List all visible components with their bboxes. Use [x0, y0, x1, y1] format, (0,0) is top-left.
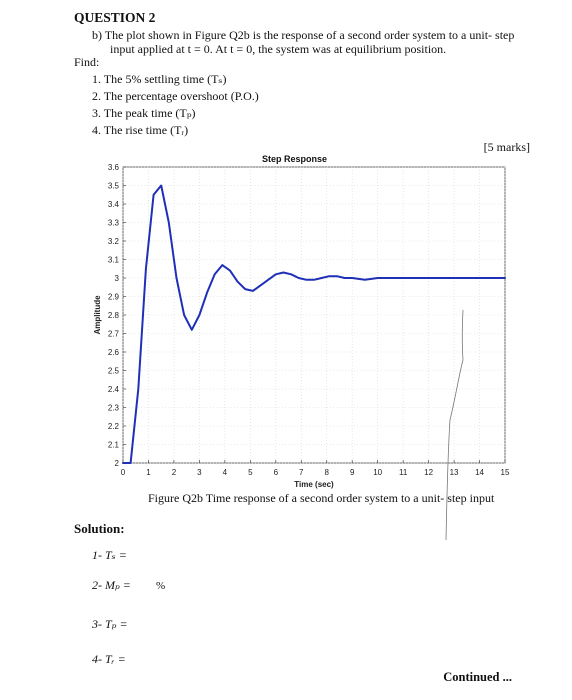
x-tick-label: 7	[299, 468, 304, 477]
x-tick-label: 14	[475, 468, 484, 477]
question-text-line2: input applied at t = 0. At t = 0, the sy…	[110, 42, 447, 56]
y-tick-label: 2.4	[108, 385, 120, 394]
chart-title: Step Response	[262, 154, 328, 164]
y-tick-label: 3.4	[108, 200, 120, 209]
x-tick-label: 2	[172, 468, 177, 477]
x-tick-label: 11	[399, 468, 408, 477]
continued-label: Continued ...	[443, 670, 512, 684]
y-tick-label: 3.1	[108, 256, 120, 265]
find-item-2: 2. The percentage overshoot (P.O.)	[92, 89, 259, 103]
answer-1: 1- Tₛ =	[92, 548, 127, 562]
x-tick-label: 9	[350, 468, 355, 477]
y-tick-label: 2.1	[108, 441, 120, 450]
y-tick-label: 3.6	[108, 163, 120, 172]
y-tick-label: 2.3	[108, 404, 120, 413]
x-tick-label: 13	[450, 468, 459, 477]
answer-2: 2- Mₚ =	[92, 578, 131, 592]
marks-label: [5 marks]	[483, 140, 530, 154]
x-tick-label: 5	[248, 468, 253, 477]
y-tick-label: 3	[115, 274, 120, 283]
y-tick-label: 2.5	[108, 367, 120, 376]
find-label: Find:	[74, 55, 100, 69]
y-tick-label: 3.2	[108, 237, 120, 246]
x-tick-label: 8	[325, 468, 330, 477]
find-item-3: 3. The peak time (Tₚ)	[92, 106, 196, 120]
x-tick-label: 3	[197, 468, 202, 477]
find-item-4: 4. The rise time (Tᵣ)	[92, 123, 189, 137]
step-response-line	[122, 184, 506, 464]
figure-caption: Figure Q2b Time response of a second ord…	[148, 491, 495, 505]
pen-mark	[445, 309, 464, 541]
solution-heading: Solution:	[74, 521, 125, 536]
y-tick-label: 3.5	[108, 182, 120, 191]
x-tick-label: 4	[223, 468, 228, 477]
question-heading: QUESTION 2	[74, 10, 156, 25]
x-tick-label: 6	[274, 468, 279, 477]
y-tick-label: 2.6	[108, 348, 120, 357]
answer-4: 4- Tᵣ =	[92, 652, 126, 666]
y-tick-label: 2.2	[108, 422, 120, 431]
y-tick-label: 3.3	[108, 219, 120, 228]
y-axis-label: Amplitude	[93, 295, 102, 335]
y-tick-label: 2	[115, 459, 120, 468]
y-tick-label: 2.9	[108, 293, 120, 302]
percent-sign: %	[156, 580, 166, 592]
x-tick-label: 12	[424, 468, 433, 477]
x-tick-label: 0	[121, 468, 126, 477]
y-tick-label: 2.8	[108, 311, 120, 320]
x-tick-label: 1	[146, 468, 151, 477]
x-tick-label: 10	[373, 468, 382, 477]
answer-3: 3- Tₚ =	[92, 617, 128, 631]
x-axis-label: Time (sec)	[294, 480, 334, 489]
find-item-1: 1. The 5% settling time (Tₛ)	[92, 72, 227, 86]
y-tick-label: 2.7	[108, 330, 120, 339]
question-text-line1: b) The plot shown in Figure Q2b is the r…	[92, 28, 515, 42]
x-tick-label: 15	[501, 468, 510, 477]
